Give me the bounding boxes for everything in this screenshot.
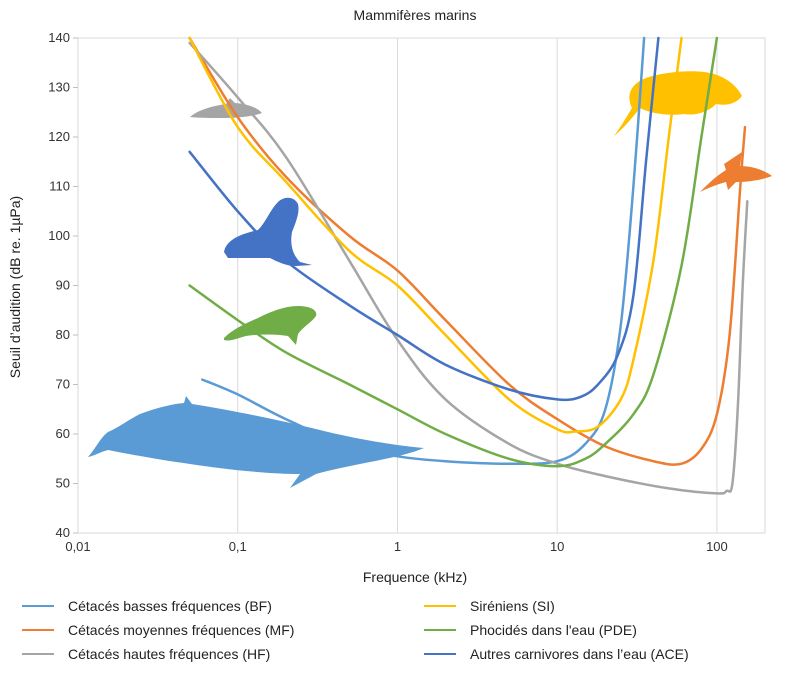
y-tick-label: 90 bbox=[56, 278, 70, 293]
y-tick-label: 130 bbox=[48, 80, 70, 95]
legend-item: Cétacés hautes fréquences (HF) bbox=[22, 646, 270, 662]
legend-swatch bbox=[22, 629, 54, 631]
series-line-4 bbox=[188, 36, 719, 468]
chart: Mammifères marins 0,01 0,1 1 10 100405060708… bbox=[7, 7, 772, 585]
y-tick-label: 70 bbox=[56, 377, 70, 392]
y-tick-label: 50 bbox=[56, 476, 70, 491]
legend-swatch bbox=[424, 605, 456, 607]
x-axis-title: Frequence (kHz) bbox=[363, 569, 467, 585]
legend-swatch bbox=[22, 653, 54, 655]
sea-lion-silhouette bbox=[224, 197, 312, 266]
seal-silhouette bbox=[224, 306, 317, 345]
x-tick-label: 0,1 bbox=[229, 539, 247, 554]
legend-item: Cétacés moyennes fréquences (MF) bbox=[22, 622, 294, 638]
x-tick-label: 1 bbox=[394, 539, 401, 554]
legend-label: Phocidés dans l'eau (PDE) bbox=[470, 622, 637, 638]
y-tick-label: 140 bbox=[48, 30, 70, 45]
y-tick-label: 80 bbox=[56, 327, 70, 342]
legend-item: Cétacés basses fréquences (BF) bbox=[22, 598, 272, 614]
series-line-5 bbox=[188, 36, 660, 402]
legend-swatch bbox=[424, 629, 456, 631]
chart-series bbox=[188, 36, 749, 495]
y-tick-label: 120 bbox=[48, 129, 70, 144]
legend-swatch bbox=[22, 605, 54, 607]
legend-label: Autres carnivores dans l’eau (ACE) bbox=[470, 646, 689, 662]
legend-swatch bbox=[424, 653, 456, 655]
x-tick-label: 100 bbox=[706, 539, 728, 554]
y-tick-label: 110 bbox=[49, 179, 70, 194]
chart-title: Mammifères marins bbox=[354, 7, 477, 23]
y-axis-title: Seuil d’audition (dB re. 1µPa) bbox=[7, 196, 23, 378]
legend-item: Autres carnivores dans l’eau (ACE) bbox=[424, 646, 689, 662]
y-tick-label: 100 bbox=[48, 228, 70, 243]
x-tick-label: 10 bbox=[550, 539, 564, 554]
series-line-2 bbox=[188, 41, 749, 495]
dolphin-silhouette bbox=[700, 152, 772, 192]
y-tick-label: 60 bbox=[56, 426, 70, 441]
legend-item: Siréniens (SI) bbox=[424, 598, 555, 614]
series-line-3 bbox=[188, 36, 683, 434]
legend-label: Cétacés moyennes fréquences (MF) bbox=[68, 622, 295, 638]
manatee-silhouette bbox=[614, 71, 742, 136]
legend-item: Phocidés dans l'eau (PDE) bbox=[424, 622, 637, 638]
legend-label: Cétacés hautes fréquences (HF) bbox=[68, 646, 271, 662]
x-tick-label: 0,01 bbox=[65, 539, 90, 554]
whale-silhouette bbox=[88, 396, 424, 488]
legend-label: Siréniens (SI) bbox=[470, 598, 555, 614]
y-tick-label: 40 bbox=[56, 525, 70, 540]
legend-label: Cétacés basses fréquences (BF) bbox=[68, 598, 272, 614]
